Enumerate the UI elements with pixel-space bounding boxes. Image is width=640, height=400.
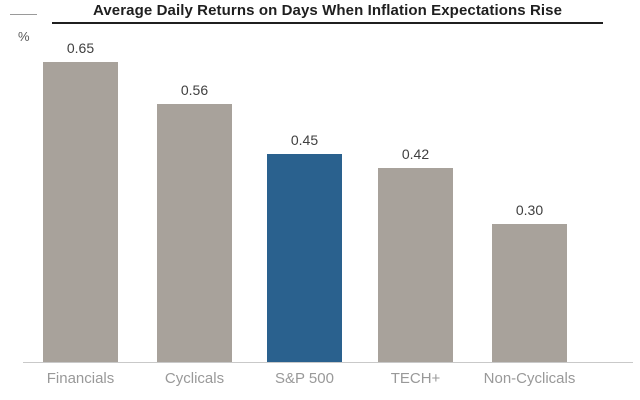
bar-non-cyclicals <box>492 224 567 362</box>
bar-value-label-s-p-500: 0.45 <box>290 132 319 148</box>
bar-value-label-cyclicals: 0.56 <box>180 82 209 98</box>
bar-tech <box>378 168 453 362</box>
unit-tick-line <box>10 14 37 15</box>
chart-title: Average Daily Returns on Days When Infla… <box>52 2 603 24</box>
y-axis-unit-label: % <box>18 29 30 44</box>
bar-value-label-financials: 0.65 <box>66 40 95 56</box>
category-label-cyclicals: Cyclicals <box>164 370 225 387</box>
bar-value-label-non-cyclicals: 0.30 <box>515 202 544 218</box>
bar-cyclicals <box>157 104 232 362</box>
bar-financials <box>43 62 118 362</box>
bar-value-label-tech: 0.42 <box>401 146 430 162</box>
category-label-non-cyclicals: Non-Cyclicals <box>483 370 576 387</box>
category-label-s-p-500: S&P 500 <box>275 370 334 387</box>
category-label-financials: Financials <box>46 370 115 387</box>
bar-s-p-500 <box>267 154 342 362</box>
category-label-tech: TECH+ <box>390 370 441 387</box>
x-axis-baseline <box>23 362 633 363</box>
